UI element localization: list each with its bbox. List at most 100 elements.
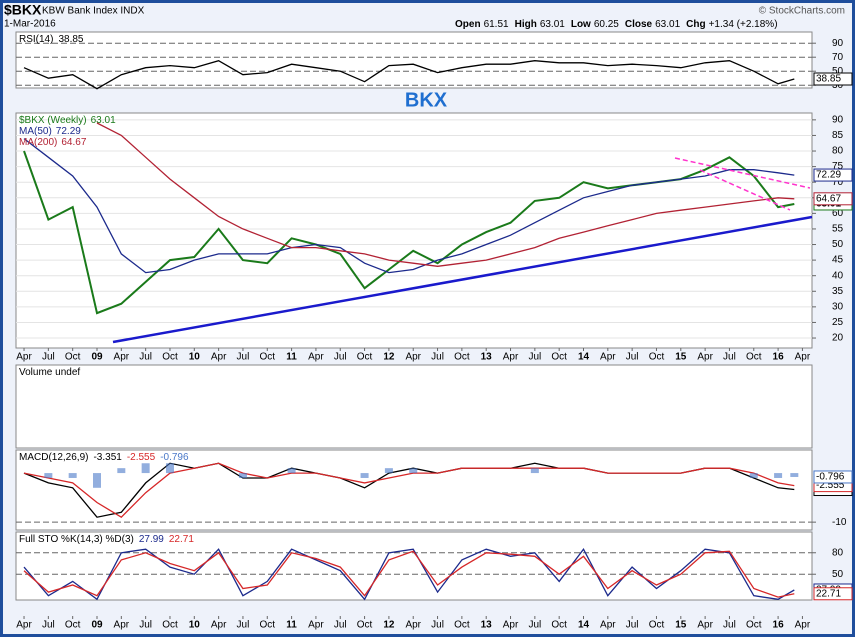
x-tick-label: 13: [481, 352, 493, 363]
x-tick-label: Jul: [723, 352, 736, 363]
series-line: [23, 550, 795, 598]
x-tick-label: Oct: [259, 620, 275, 631]
x-tick-label: Apr: [211, 352, 227, 363]
histogram-bar: [238, 473, 247, 478]
series-line: [96, 122, 795, 267]
histogram-bar: [409, 468, 418, 474]
y-tick-label: 85: [832, 130, 844, 141]
legend-entry: $BKX (Weekly) 63.01: [19, 115, 116, 126]
x-tick-label: Oct: [259, 352, 275, 363]
panel-legend: RSI(14) 38.85: [19, 34, 84, 45]
quote: Open 61.51 High 63.01 Low 60.25 Close 63.01 Chg +…: [455, 19, 778, 30]
y-tick-label: 90: [832, 114, 844, 125]
x-tick-label: Oct: [65, 620, 81, 631]
y-tick-label: 70: [832, 177, 844, 188]
x-tick-label: Apr: [503, 620, 519, 631]
histogram-bar: [774, 473, 783, 478]
x-tick-label: Jul: [528, 620, 541, 631]
channel-line: [674, 157, 811, 189]
histogram-bar: [68, 473, 77, 478]
quote-label: High: [515, 19, 537, 30]
x-tick-label: Oct: [649, 352, 665, 363]
legend-value: 63.01: [91, 115, 116, 126]
x-tick-label: Oct: [65, 352, 81, 363]
x-tick-label: 15: [675, 620, 687, 631]
x-tick-label: 14: [578, 352, 590, 363]
legend-name: $BKX (Weekly): [19, 115, 87, 126]
y-tick-label: 90: [832, 38, 844, 49]
histogram-bar: [749, 473, 758, 478]
x-tick-label: Oct: [746, 620, 762, 631]
x-tick-label: Jul: [334, 352, 347, 363]
value-label-box: [813, 72, 853, 86]
x-tick-label: 13: [481, 620, 493, 631]
quote-value: 63.01: [540, 19, 565, 30]
x-tick-label: 16: [773, 352, 785, 363]
x-tick-label: Apr: [600, 620, 616, 631]
value-label-box: [813, 470, 853, 484]
quote-label: Open: [455, 19, 481, 30]
x-tick-label: Apr: [600, 352, 616, 363]
x-tick-label: Jul: [626, 352, 639, 363]
y-tick-label: 80: [832, 146, 844, 157]
x-tick-label: Apr: [697, 620, 713, 631]
value-label-box: [813, 587, 853, 601]
value-label-box: [813, 168, 853, 182]
series-line: [23, 462, 795, 519]
y-tick-label: 70: [832, 52, 844, 63]
x-tick-label: Oct: [551, 352, 567, 363]
y-tick-label: 35: [832, 286, 844, 297]
x-tick-label: Apr: [114, 620, 130, 631]
histogram-bar: [141, 463, 150, 474]
histogram-bar: [165, 463, 174, 474]
y-tick-label: 55: [832, 224, 844, 235]
legend-name: MA(50): [19, 126, 52, 137]
legend-entry: MA(50) 72.29: [19, 126, 81, 137]
quote-value: +1.34 (+2.18%): [709, 19, 778, 30]
value-label: 64.67: [816, 193, 841, 204]
series-line: [23, 547, 795, 601]
y-tick-label: 40: [832, 270, 844, 281]
x-tick-label: Oct: [649, 620, 665, 631]
annotation: BKX: [405, 89, 448, 111]
legend-value: 72.29: [56, 126, 81, 137]
x-tick-label: 10: [189, 352, 201, 363]
x-tick-label: 12: [383, 352, 395, 363]
quote-label: Chg: [686, 19, 705, 30]
y-tick-label: 45: [832, 255, 844, 266]
index-name: KBW Bank Index INDX: [42, 6, 145, 17]
x-tick-label: 10: [189, 620, 201, 631]
y-tick-label: -10: [832, 517, 847, 528]
quote-value: 60.25: [594, 19, 619, 30]
x-tick-label: Apr: [697, 352, 713, 363]
quote-value: 61.51: [484, 19, 509, 30]
x-tick-label: Apr: [16, 352, 32, 363]
value-label: 72.29: [816, 170, 841, 181]
value-label: -0.796: [816, 472, 845, 483]
y-tick-label: 25: [832, 317, 844, 328]
x-tick-label: 09: [91, 352, 103, 363]
panel-legend: MACD(12,26,9) -3.351 -2.555 -0.796: [19, 452, 189, 463]
x-tick-label: 15: [675, 352, 687, 363]
histogram-bar: [384, 468, 393, 474]
value-label: 38.85: [816, 74, 841, 85]
histogram-bar: [530, 468, 539, 474]
x-tick-label: Apr: [211, 620, 227, 631]
legend-value: 38.85: [58, 34, 83, 45]
y-tick-label: 80: [832, 547, 844, 558]
y-tick-label: 50: [832, 66, 844, 77]
date: 1-Mar-2016: [4, 19, 56, 30]
x-tick-label: Oct: [357, 620, 373, 631]
channel-line: [699, 169, 791, 211]
source: © StockCharts.com: [759, 6, 845, 17]
x-tick-label: 11: [286, 620, 297, 631]
x-tick-label: Oct: [454, 620, 470, 631]
x-tick-label: Oct: [357, 352, 373, 363]
legend-entry: MA(200) 64.67: [19, 137, 87, 148]
x-tick-label: Apr: [503, 352, 519, 363]
panel-title: MACD(12,26,9): [19, 452, 88, 463]
x-tick-label: Oct: [454, 352, 470, 363]
panel: [15, 531, 813, 601]
x-tick-label: Apr: [114, 352, 130, 363]
